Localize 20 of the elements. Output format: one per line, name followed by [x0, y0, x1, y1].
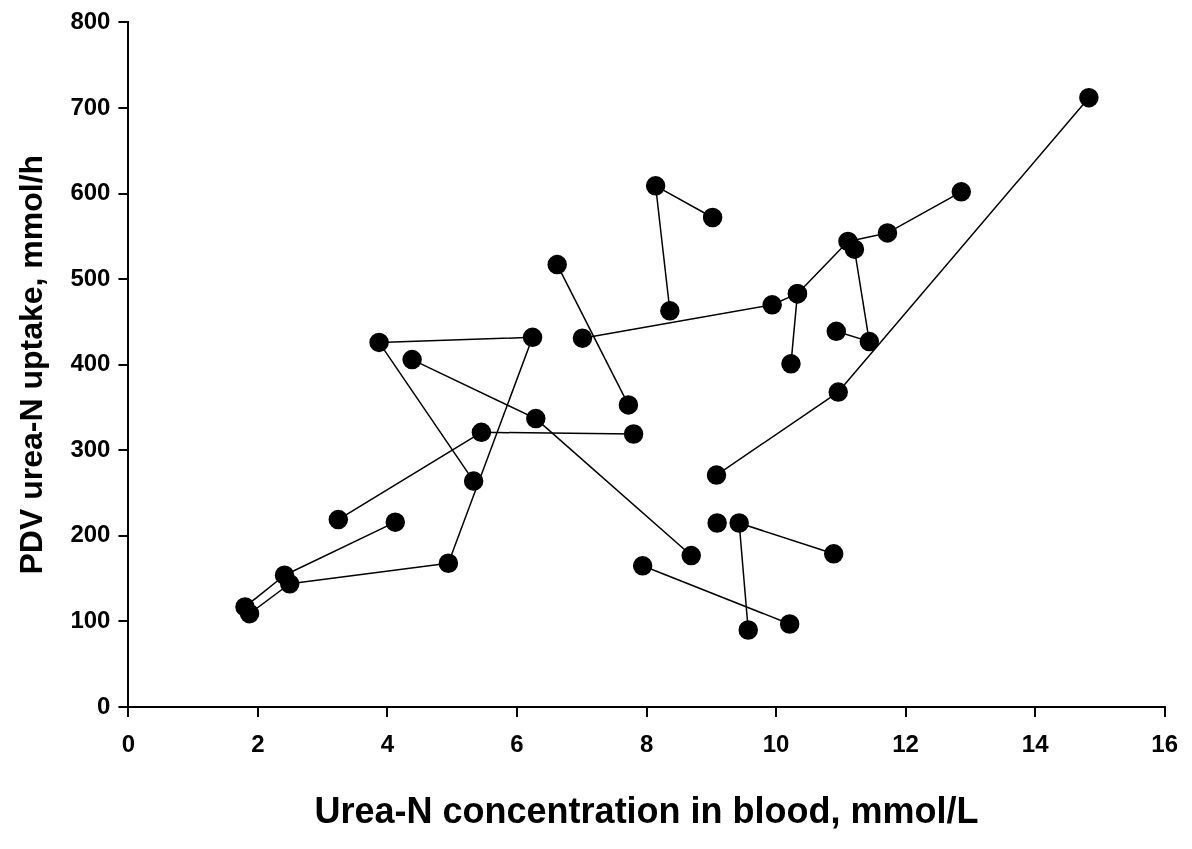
- x-tick-label: 16: [1151, 730, 1178, 758]
- y-tick-label: 100: [70, 606, 111, 634]
- y-tick-label: 600: [70, 178, 111, 206]
- x-tick-label: 0: [121, 730, 136, 758]
- x-tick-label: 4: [380, 730, 395, 758]
- y-axis-title: PDV urea-N uptake, mmol/h: [13, 154, 50, 575]
- x-tick-label: 8: [639, 730, 654, 758]
- x-tick-label: 12: [892, 730, 919, 758]
- y-tick-label: 0: [97, 691, 111, 719]
- x-tick-label: 10: [762, 730, 790, 758]
- x-tick-label: 2: [251, 730, 265, 758]
- y-tick-label: 200: [70, 520, 111, 548]
- y-tick-label: 400: [70, 349, 111, 377]
- x-tick-label: 6: [510, 730, 524, 758]
- y-tick-label: 300: [70, 434, 111, 462]
- x-tick-label: 14: [1021, 730, 1050, 758]
- y-tick-label: 500: [70, 263, 111, 291]
- x-axis-title: Urea-N concentration in blood, mmol/L: [314, 790, 979, 832]
- y-tick-label: 800: [70, 7, 111, 35]
- y-tick-label: 700: [70, 92, 111, 120]
